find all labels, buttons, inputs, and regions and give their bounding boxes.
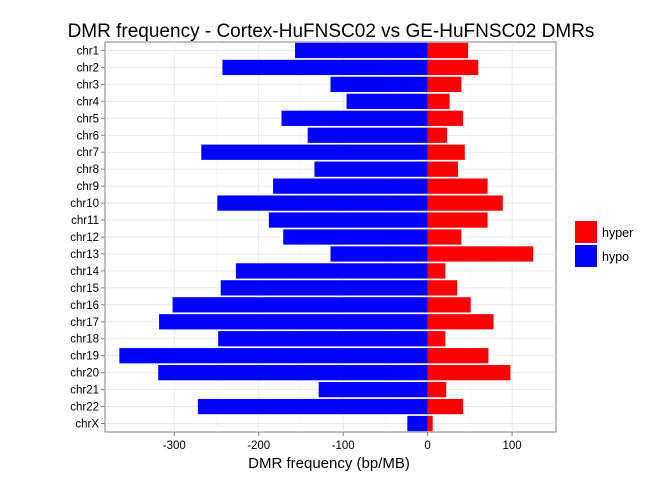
bar-hyper-chr8 [427, 161, 459, 177]
y-tick-label: chr5 [77, 113, 99, 125]
y-tick-label: chr4 [77, 96, 100, 108]
bar-hypo-chr13 [330, 246, 428, 262]
y-tick-label: chr14 [70, 266, 99, 278]
bar-hypo-chr14 [235, 263, 428, 279]
x-tick-label: -200 [247, 440, 270, 452]
legend-label-hypo: hypo [602, 250, 629, 264]
y-tick-label: chr21 [70, 385, 99, 397]
bar-hypo-chr2 [222, 59, 428, 76]
bar-hypo-chr15 [220, 280, 428, 296]
bar-hyper-chr12 [427, 229, 462, 245]
bar-hyper-chr11 [427, 212, 488, 228]
bar-hyper-chr10 [427, 195, 503, 211]
legend-key-hypo [575, 245, 597, 267]
bar-hypo-chrX [407, 415, 428, 432]
bar-hypo-chr11 [268, 212, 428, 228]
y-tick-label: chr15 [70, 283, 99, 295]
y-tick-label: chr11 [71, 215, 99, 227]
y-axis: chr1 chr2 chr3 chr4 chr5 chr6 chr7 chr8 chr9 chr1… [70, 45, 105, 431]
bar-hyper-chr5 [427, 110, 464, 126]
bar-hypo-chr3 [330, 76, 428, 93]
bar-hyper-chr7 [427, 144, 465, 160]
bar-hyper-chr2 [427, 59, 479, 76]
bar-hypo-chr10 [217, 195, 428, 211]
bars [119, 42, 534, 432]
y-tick-label: chr16 [70, 300, 99, 312]
y-tick-label: chr7 [77, 147, 99, 159]
y-tick-label: chr10 [70, 198, 99, 210]
bar-hyper-chr14 [427, 263, 446, 279]
y-tick-label: chr8 [77, 164, 99, 176]
y-tick-label: chr22 [70, 402, 99, 414]
legend-key-hyper [575, 221, 597, 243]
legend-label-hyper: hyper [602, 226, 633, 240]
bar-hyper-chr17 [427, 314, 494, 330]
bar-hypo-chr9 [273, 178, 428, 194]
bar-hypo-chr21 [318, 381, 428, 398]
bar-hyper-chrX [427, 415, 433, 432]
x-axis: -300 -200 -100 0 100 [163, 432, 522, 452]
bar-hyper-chr15 [427, 280, 458, 296]
bar-hypo-chr19 [119, 348, 428, 364]
y-tick-label: chr2 [77, 62, 99, 74]
y-tick-label: chr6 [77, 130, 99, 142]
bar-hyper-chr9 [427, 178, 488, 194]
y-tick-label: chr18 [70, 334, 99, 346]
bar-hyper-chr22 [427, 398, 464, 415]
bar-hyper-chr6 [427, 127, 448, 143]
y-tick-label: chr19 [70, 351, 99, 363]
bar-hyper-chr3 [427, 76, 462, 93]
bar-hyper-chr1 [427, 42, 469, 59]
y-tick-label: chr17 [70, 317, 99, 329]
bar-hyper-chr20 [427, 365, 511, 381]
bar-hypo-chr1 [295, 42, 428, 59]
bar-hyper-chr19 [427, 348, 489, 364]
y-tick-label: chr20 [70, 368, 99, 380]
bar-hyper-chr4 [427, 93, 450, 109]
bar-hypo-chr16 [172, 297, 428, 313]
bar-hyper-chr21 [427, 381, 447, 398]
bar-hypo-chr20 [158, 365, 428, 381]
bar-hypo-chr12 [283, 229, 428, 245]
x-tick-label: -300 [163, 440, 186, 452]
bar-hypo-chr6 [307, 127, 428, 143]
bar-hypo-chr4 [346, 93, 428, 109]
y-tick-label: chr13 [70, 249, 99, 261]
x-tick-label: 0 [424, 440, 430, 452]
x-tick-label: 100 [502, 440, 521, 452]
bar-hypo-chr17 [159, 314, 428, 330]
chart-title: DMR frequency - Cortex-HuFNSC02 vs GE-Hu… [68, 21, 595, 42]
y-tick-label: chr3 [77, 79, 99, 91]
bar-hypo-chr8 [314, 161, 428, 177]
bar-hypo-chr18 [218, 331, 428, 347]
y-tick-label: chr9 [77, 181, 99, 193]
bar-hyper-chr13 [427, 246, 534, 262]
bar-hypo-chr5 [281, 110, 428, 126]
bar-hyper-chr18 [427, 331, 446, 347]
bar-hyper-chr16 [427, 297, 471, 313]
x-axis-title: DMR frequency (bp/MB) [248, 455, 410, 472]
bar-hypo-chr7 [201, 144, 428, 160]
legend: hyper hypo [575, 221, 633, 267]
y-tick-label: chr12 [70, 232, 99, 244]
y-tick-label: chr1 [77, 45, 99, 57]
x-tick-label: -100 [332, 440, 355, 452]
bar-hypo-chr22 [197, 398, 428, 415]
y-tick-label: chrX [75, 419, 99, 431]
